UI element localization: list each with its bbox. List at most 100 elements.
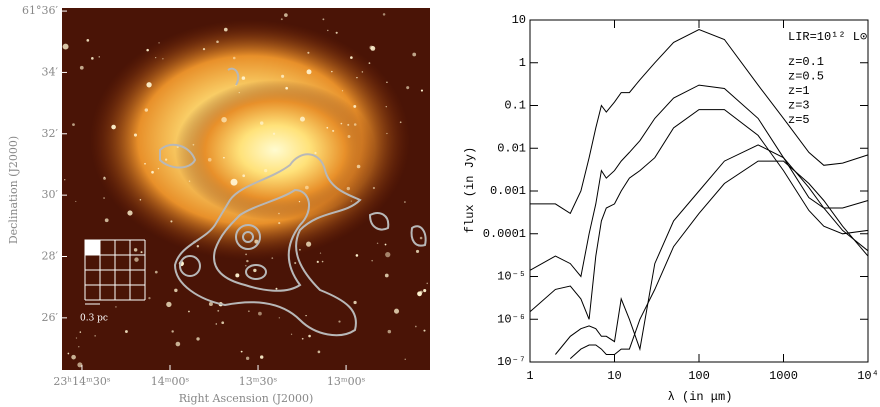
star bbox=[216, 40, 219, 44]
star bbox=[223, 156, 225, 159]
y-axis-title: flux (in Jy) bbox=[463, 147, 477, 233]
star bbox=[353, 104, 357, 108]
star bbox=[394, 308, 400, 314]
sed-curve bbox=[530, 28, 869, 215]
star bbox=[151, 170, 154, 174]
star bbox=[258, 311, 262, 316]
y-axis-title: Declination (J2000) bbox=[7, 136, 20, 244]
star bbox=[245, 253, 247, 256]
star bbox=[247, 310, 250, 313]
star bbox=[245, 265, 247, 267]
star bbox=[326, 126, 329, 129]
legend-entry: z=1 bbox=[788, 84, 810, 98]
star bbox=[376, 242, 379, 245]
y-tick-label: 0.001 bbox=[490, 184, 526, 198]
star bbox=[196, 337, 200, 341]
star bbox=[327, 29, 329, 32]
star bbox=[171, 330, 174, 333]
contour bbox=[173, 153, 362, 337]
star bbox=[230, 178, 238, 186]
star bbox=[419, 236, 423, 240]
star bbox=[271, 257, 274, 259]
star bbox=[111, 124, 116, 130]
star bbox=[278, 317, 280, 319]
star bbox=[221, 116, 227, 123]
star bbox=[414, 325, 417, 328]
legend-entry: z=5 bbox=[788, 113, 810, 127]
star bbox=[253, 268, 257, 273]
star bbox=[174, 288, 178, 293]
star bbox=[294, 261, 297, 265]
x-tick-label: 1000 bbox=[769, 369, 798, 383]
star bbox=[321, 260, 324, 263]
star bbox=[361, 71, 364, 73]
star bbox=[308, 334, 311, 338]
star bbox=[382, 13, 386, 16]
y-tick-label: 10⁻⁵ bbox=[497, 270, 526, 284]
star bbox=[148, 296, 151, 300]
scale-bar-label: 0.3 pc bbox=[80, 314, 108, 324]
star bbox=[157, 167, 160, 170]
star bbox=[370, 45, 376, 51]
star bbox=[196, 245, 200, 248]
y-tick-label: 10⁻⁷ bbox=[497, 355, 526, 369]
star bbox=[158, 42, 160, 44]
star bbox=[281, 74, 285, 78]
star bbox=[338, 320, 341, 323]
star bbox=[353, 300, 357, 305]
star bbox=[259, 121, 264, 125]
star bbox=[246, 259, 249, 263]
star bbox=[124, 330, 128, 333]
star bbox=[306, 69, 312, 75]
star bbox=[75, 200, 77, 203]
star bbox=[221, 321, 225, 325]
star bbox=[290, 333, 293, 335]
star bbox=[347, 135, 351, 138]
star bbox=[240, 350, 243, 353]
star bbox=[264, 169, 268, 173]
star bbox=[166, 301, 172, 308]
star bbox=[134, 257, 139, 262]
star bbox=[245, 356, 250, 360]
legend-entry: z=0.1 bbox=[788, 55, 824, 69]
star bbox=[207, 157, 212, 162]
y-tick-label: 26′ bbox=[42, 311, 59, 324]
star bbox=[384, 243, 387, 246]
star bbox=[387, 329, 392, 334]
star bbox=[384, 273, 389, 278]
y-tick-label: 0.1 bbox=[504, 99, 526, 113]
star bbox=[399, 121, 402, 124]
x-tick-label: 14ᵐ00ˢ bbox=[151, 375, 190, 388]
star bbox=[314, 151, 317, 155]
x-tick-label: 100 bbox=[688, 369, 710, 383]
star bbox=[64, 179, 66, 181]
star bbox=[299, 116, 305, 122]
star bbox=[316, 260, 319, 263]
contour bbox=[213, 188, 310, 292]
star bbox=[75, 337, 78, 339]
star bbox=[78, 346, 80, 348]
star bbox=[170, 220, 173, 223]
y-tick-label: 28′ bbox=[42, 249, 59, 262]
star bbox=[341, 90, 344, 92]
star bbox=[386, 81, 388, 83]
star bbox=[154, 270, 158, 274]
star bbox=[322, 18, 325, 21]
star bbox=[420, 89, 423, 92]
contour bbox=[242, 231, 254, 243]
star bbox=[241, 76, 246, 80]
star bbox=[385, 251, 391, 258]
star bbox=[133, 133, 138, 137]
y-tick-label: 0.01 bbox=[497, 141, 526, 155]
legend-entry: z=0.5 bbox=[788, 70, 824, 84]
star bbox=[285, 86, 289, 90]
contour bbox=[235, 224, 261, 250]
star bbox=[238, 91, 240, 94]
sed-curve bbox=[529, 84, 869, 278]
star bbox=[355, 254, 359, 257]
star bbox=[404, 201, 406, 203]
contour bbox=[410, 225, 427, 247]
star bbox=[275, 287, 278, 290]
star bbox=[71, 354, 76, 360]
